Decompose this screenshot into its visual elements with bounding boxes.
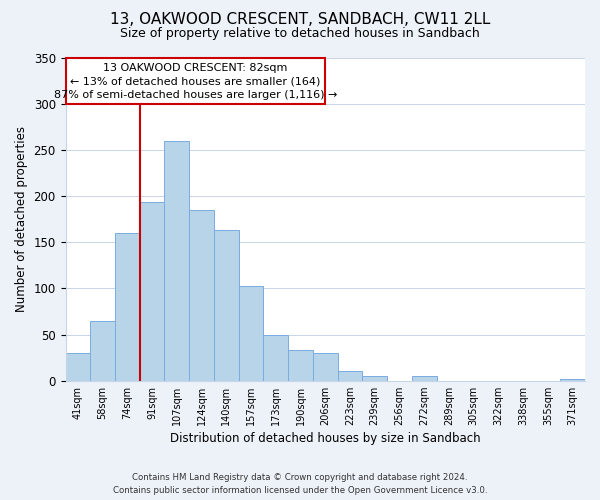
Text: Contains HM Land Registry data © Crown copyright and database right 2024.
Contai: Contains HM Land Registry data © Crown c… [113,474,487,495]
Bar [65,353,90,380]
Text: 13 OAKWOOD CRESCENT: 82sqm: 13 OAKWOOD CRESCENT: 82sqm [103,62,287,72]
Bar [362,376,387,380]
Text: ← 13% of detached houses are smaller (164): ← 13% of detached houses are smaller (16… [70,76,320,86]
Bar [164,140,189,380]
Text: 13, OAKWOOD CRESCENT, SANDBACH, CW11 2LL: 13, OAKWOOD CRESCENT, SANDBACH, CW11 2LL [110,12,490,28]
Bar [560,379,585,380]
Bar [189,210,214,380]
X-axis label: Distribution of detached houses by size in Sandbach: Distribution of detached houses by size … [170,432,481,445]
Text: Size of property relative to detached houses in Sandbach: Size of property relative to detached ho… [120,28,480,40]
Bar [412,376,437,380]
Bar [214,230,239,380]
Y-axis label: Number of detached properties: Number of detached properties [15,126,28,312]
Bar [140,202,164,380]
Bar [338,370,362,380]
Bar [90,320,115,380]
FancyBboxPatch shape [65,58,325,104]
Bar [288,350,313,380]
Bar [239,286,263,380]
Text: 87% of semi-detached houses are larger (1,116) →: 87% of semi-detached houses are larger (… [54,90,337,101]
Bar [313,353,338,380]
Bar [263,334,288,380]
Bar [115,233,140,380]
